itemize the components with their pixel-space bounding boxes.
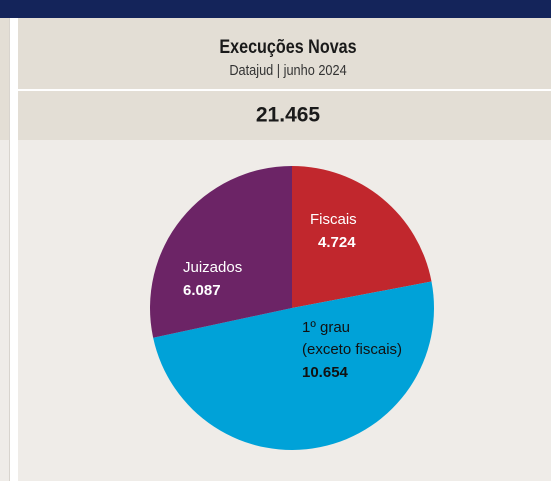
slice-value: 10.654 — [302, 364, 349, 381]
side-panel — [0, 140, 9, 481]
slice-label: Juizados — [183, 259, 242, 276]
top-bar — [0, 0, 551, 18]
total: 21.465 — [256, 104, 321, 127]
card-header — [18, 18, 551, 140]
slice-value: 4.724 — [318, 234, 356, 251]
pie-slice — [292, 166, 432, 308]
chart-title: Execuções Novas — [219, 36, 356, 58]
slice-label: Fiscais — [310, 211, 357, 228]
pie-slice — [153, 281, 435, 451]
chart-subtitle: Datajud | junho 2024 — [229, 61, 347, 78]
slice-value: 6.087 — [183, 282, 221, 299]
side-panel — [0, 18, 9, 140]
slice-label: 1º grau (exceto fiscais) — [302, 319, 402, 358]
pie-slice — [150, 166, 292, 338]
